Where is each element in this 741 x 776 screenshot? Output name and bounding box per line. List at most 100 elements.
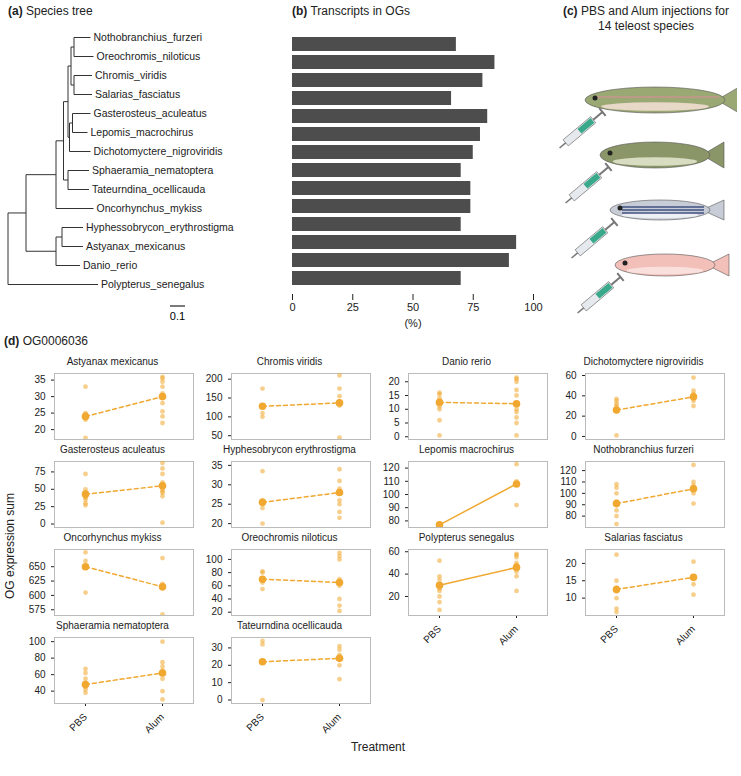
svg-text:PBS: PBS [244, 711, 266, 733]
svg-text:110: 110 [561, 476, 577, 487]
html-text:Danio rerio: Danio rerio [442, 356, 491, 367]
svg-text:0: 0 [571, 431, 577, 442]
svg-text:PBS: PBS [598, 623, 620, 645]
svg-text:100: 100 [524, 301, 542, 313]
svg-text:Alum: Alum [673, 623, 697, 647]
svg-text:80: 80 [34, 652, 46, 663]
svg-text:20: 20 [388, 376, 400, 387]
svg-text:Polypterus_senegalus: Polypterus_senegalus [101, 278, 204, 290]
svg-text:20: 20 [388, 591, 400, 602]
svg-text:0: 0 [289, 301, 295, 313]
html-text:(d) OG0006036: (d) OG0006036 [4, 334, 88, 348]
svg-text:650: 650 [29, 561, 46, 572]
html-text:Astyanax mexicanus: Astyanax mexicanus [66, 356, 159, 367]
svg-text:PBS: PBS [67, 711, 89, 733]
svg-text:100: 100 [206, 554, 223, 565]
svg-text:0: 0 [394, 431, 400, 442]
svg-text:20: 20 [211, 606, 223, 617]
svg-text:35: 35 [34, 374, 46, 385]
svg-text:100: 100 [560, 488, 577, 499]
svg-text:10: 10 [388, 403, 400, 414]
svg-text:90: 90 [565, 499, 577, 510]
html-text:(c) PBS and Alum injections fo: (c) PBS and Alum injections for 14 teleo… [563, 4, 729, 33]
svg-text:80: 80 [211, 567, 223, 578]
svg-text:15: 15 [565, 575, 577, 586]
html-text:Gasterosteus aculeatus: Gasterosteus aculeatus [60, 444, 165, 455]
svg-text:25: 25 [34, 501, 46, 512]
html-text:OG expression sum: OG expression sum [3, 493, 17, 599]
svg-text:Chromis_viridis: Chromis_viridis [95, 69, 167, 81]
html-text:Dichotomyctere nigroviridis: Dichotomyctere nigroviridis [583, 356, 704, 367]
svg-text:20: 20 [565, 410, 577, 421]
svg-text:Hyphessobrycon_erythrostigma: Hyphessobrycon_erythrostigma [86, 221, 234, 233]
svg-text:0.1: 0.1 [170, 310, 185, 322]
svg-text:20: 20 [211, 518, 223, 529]
svg-text:100: 100 [383, 489, 400, 500]
svg-text:Dichotomyctere_nigroviridis: Dichotomyctere_nigroviridis [94, 145, 223, 157]
svg-text:30: 30 [211, 479, 223, 490]
svg-text:Salarias_fasciatus: Salarias_fasciatus [95, 88, 180, 100]
svg-text:80: 80 [565, 510, 577, 521]
svg-text:100: 100 [206, 411, 223, 422]
svg-text:50: 50 [211, 430, 223, 441]
svg-text:Oreochromis_niloticus: Oreochromis_niloticus [97, 50, 201, 62]
svg-text:40: 40 [211, 593, 223, 604]
svg-text:50: 50 [407, 301, 419, 313]
svg-text:60: 60 [388, 546, 400, 557]
html-text:Hyphesobrycon erythrostigma: Hyphesobrycon erythrostigma [223, 444, 356, 455]
svg-text:40: 40 [565, 390, 577, 401]
svg-text:35: 35 [211, 460, 223, 471]
svg-text:100: 100 [29, 636, 46, 647]
svg-text:120: 120 [560, 465, 577, 476]
svg-text:75: 75 [34, 466, 46, 477]
svg-text:60: 60 [211, 580, 223, 591]
svg-text:60: 60 [34, 669, 46, 680]
svg-text:10: 10 [565, 592, 577, 603]
svg-text:Alum: Alum [496, 623, 520, 647]
svg-text:Tateurndina_ocellicauda: Tateurndina_ocellicauda [92, 183, 205, 195]
svg-text:120: 120 [383, 462, 400, 473]
svg-text:200: 200 [206, 373, 223, 384]
svg-text:Lepomis_macrochirus: Lepomis_macrochirus [91, 126, 194, 138]
svg-text:20: 20 [34, 424, 46, 435]
svg-text:25: 25 [34, 407, 46, 418]
svg-text:25: 25 [211, 498, 223, 509]
svg-text:10: 10 [211, 677, 223, 688]
svg-text:30: 30 [34, 391, 46, 402]
svg-text:Danio_rerio: Danio_rerio [83, 259, 137, 271]
svg-text:40: 40 [388, 568, 400, 579]
svg-text:Sphaeramia_nematoptera: Sphaeramia_nematoptera [92, 164, 214, 176]
html-text:Treatment: Treatment [350, 740, 406, 754]
svg-text:(%): (%) [404, 317, 421, 329]
svg-text:60: 60 [565, 370, 577, 381]
svg-text:600: 600 [29, 590, 46, 601]
svg-text:20: 20 [565, 558, 577, 569]
svg-text:Alum: Alum [142, 711, 166, 735]
html-text:Chromis viridis: Chromis viridis [256, 356, 323, 367]
svg-text:575: 575 [29, 604, 46, 615]
svg-text:Nothobranchius_furzeri: Nothobranchius_furzeri [94, 31, 203, 43]
svg-text:50: 50 [34, 483, 46, 494]
html-text:(b) Transcripts in OGs: (b) Transcripts in OGs [292, 4, 410, 18]
svg-text:25: 25 [347, 301, 359, 313]
svg-text:80: 80 [388, 515, 400, 526]
svg-text:90: 90 [388, 502, 400, 513]
html-text:(a) Species tree: (a) Species tree [8, 4, 93, 18]
svg-text:40: 40 [34, 685, 46, 696]
svg-text:PBS: PBS [421, 623, 443, 645]
svg-text:110: 110 [384, 476, 400, 487]
svg-text:30: 30 [211, 642, 223, 653]
svg-text:0: 0 [217, 694, 223, 705]
html-text:Lepomis macrochirus: Lepomis macrochirus [419, 444, 514, 455]
svg-text:Astyanax_mexicanus: Astyanax_mexicanus [86, 240, 185, 252]
svg-text:75: 75 [467, 301, 479, 313]
svg-text:5: 5 [394, 417, 400, 428]
svg-text:20: 20 [211, 659, 223, 670]
svg-text:0: 0 [40, 518, 46, 529]
svg-text:Alum: Alum [319, 711, 343, 735]
svg-text:Gasterosteus_aculeatus: Gasterosteus_aculeatus [94, 107, 207, 119]
svg-text:15: 15 [388, 390, 400, 401]
svg-text:150: 150 [206, 392, 223, 403]
svg-text:Oncorhynchus_mykiss: Oncorhynchus_mykiss [97, 202, 203, 214]
svg-text:625: 625 [29, 575, 46, 586]
